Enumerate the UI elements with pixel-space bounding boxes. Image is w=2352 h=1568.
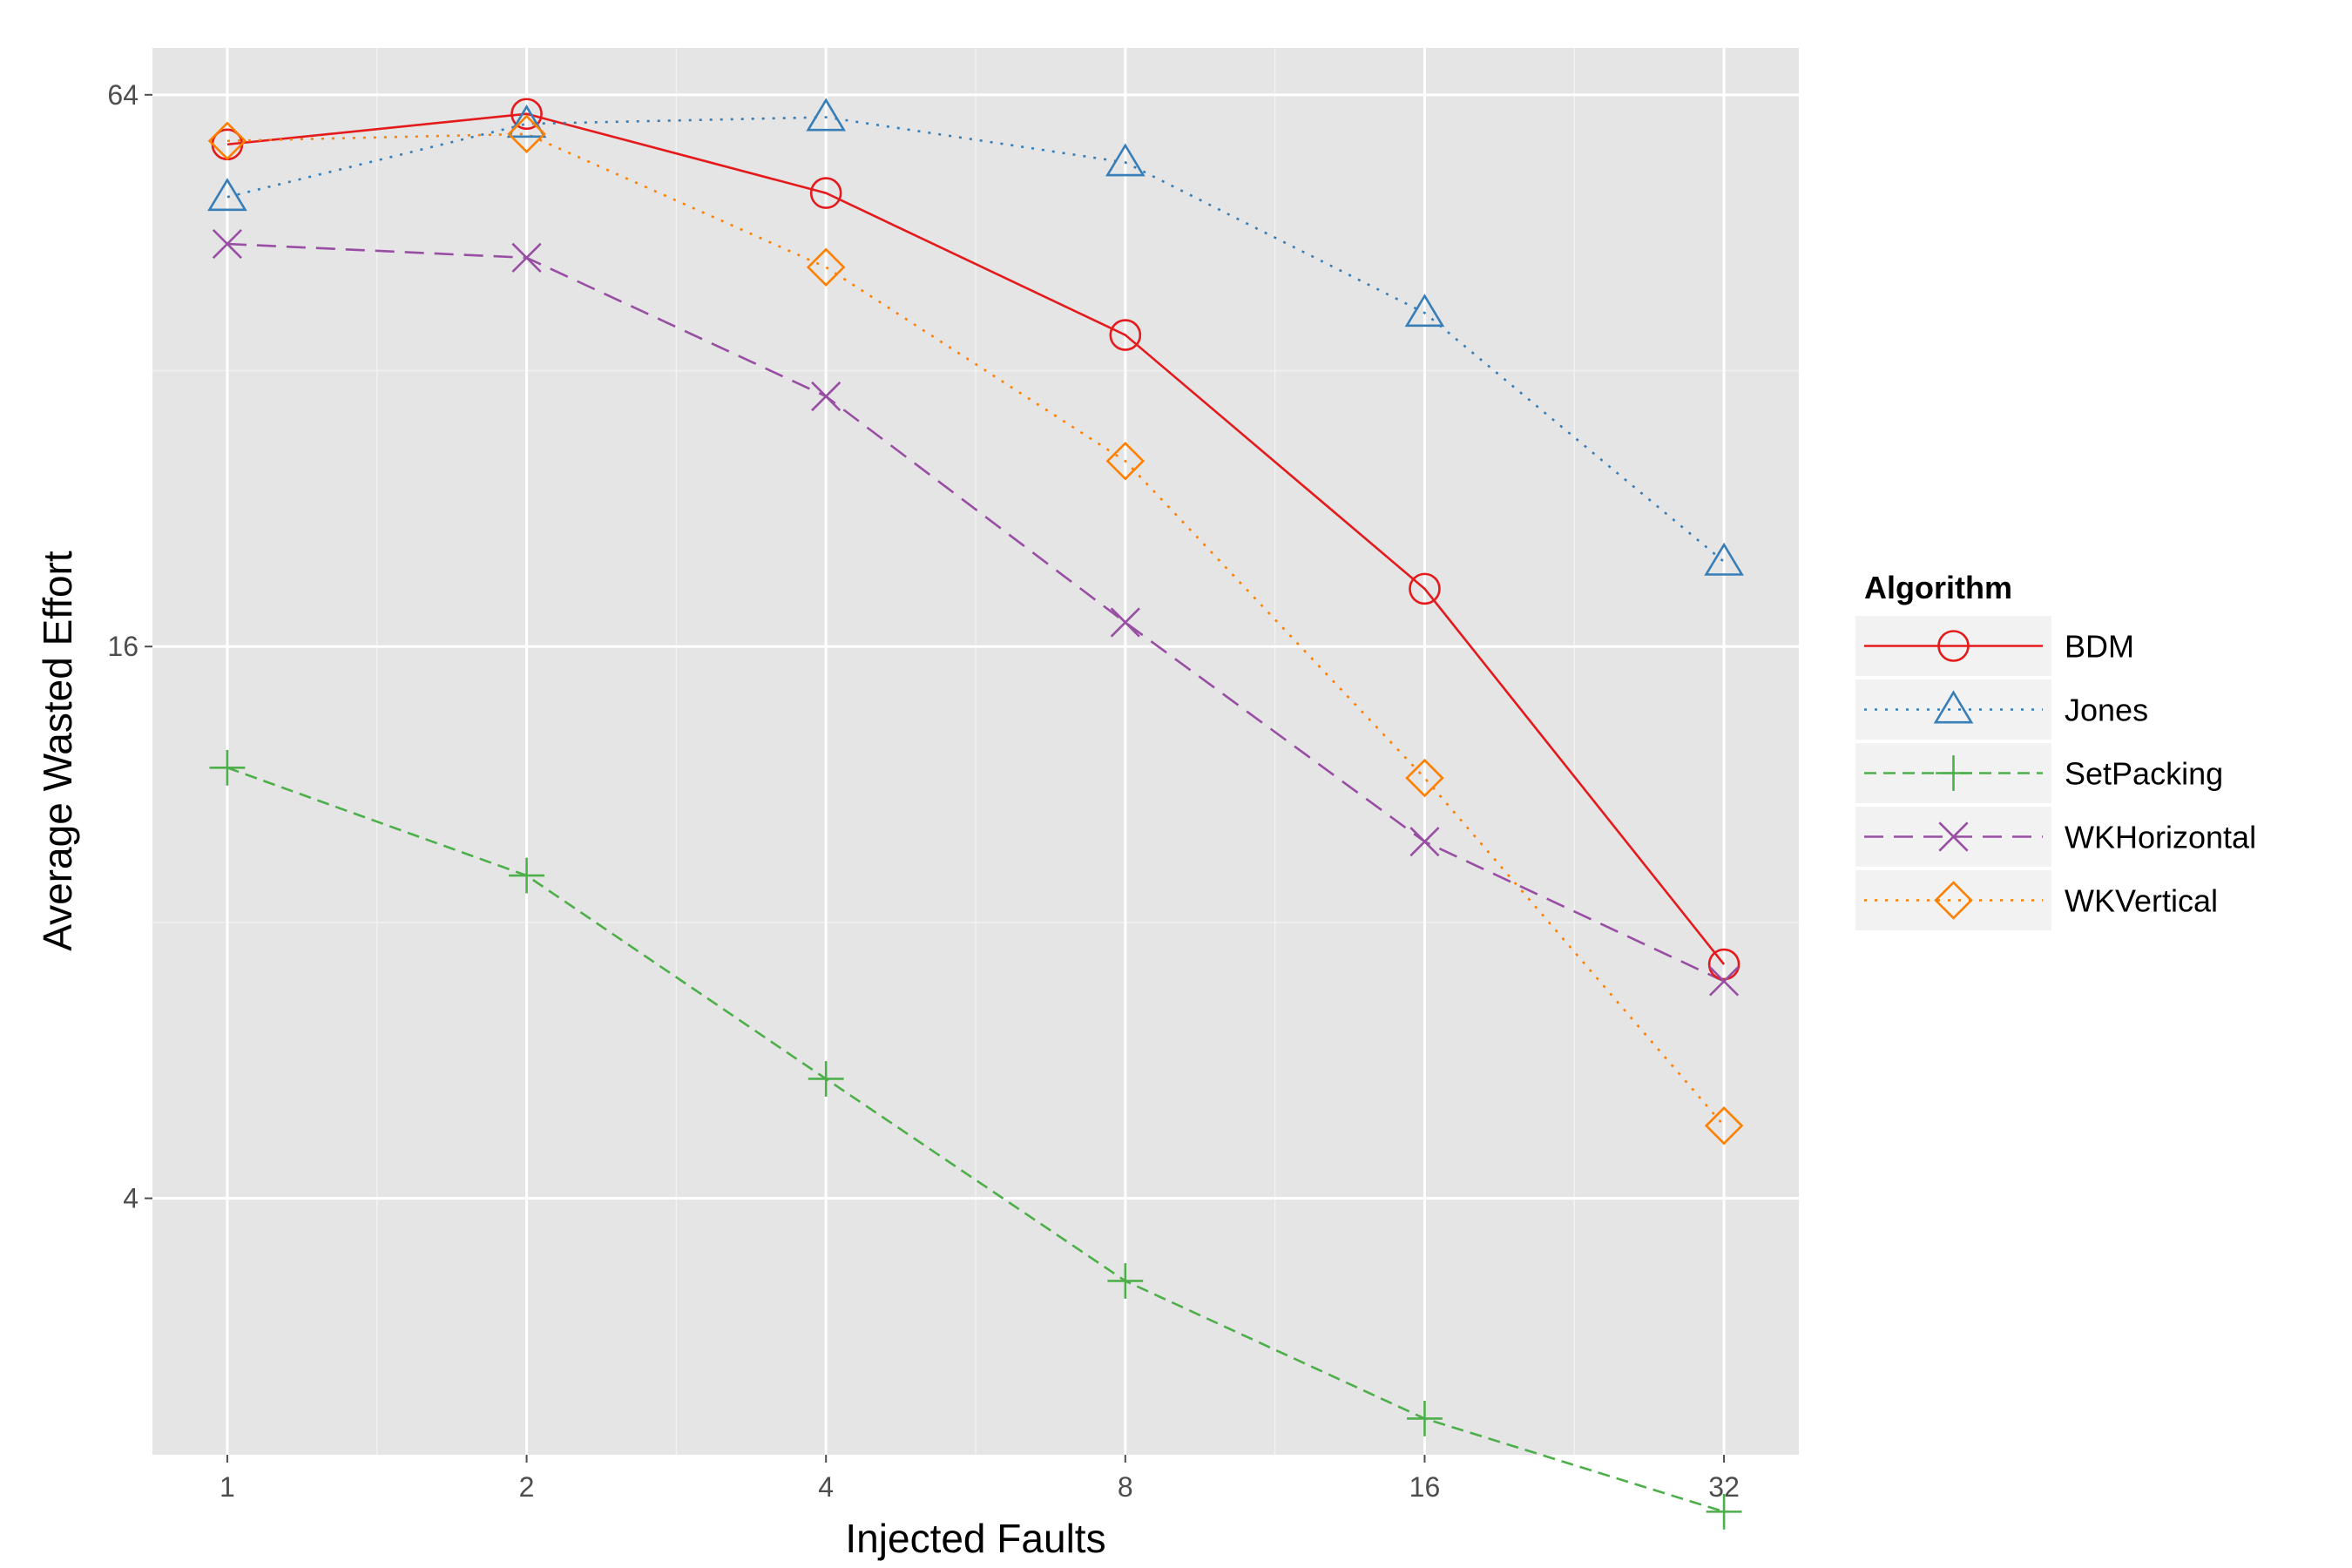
- marker-triangle: [506, 105, 547, 139]
- x-tick-label: 1: [220, 1471, 235, 1503]
- legend-items: BDM Jones SetPacking WKHorizontal WKVertical: [1855, 616, 2256, 930]
- marker-diamond: [1934, 881, 1973, 920]
- marker-cross: [1709, 966, 1740, 997]
- marker-cross: [511, 242, 542, 273]
- marker-diamond: [1704, 1106, 1744, 1146]
- marker-cross: [811, 381, 841, 412]
- marker-cross: [212, 228, 242, 260]
- marker-circle: [510, 98, 543, 131]
- marker-plus: [1407, 1401, 1443, 1436]
- legend-label-wkhorizontal: WKHorizontal: [2065, 820, 2256, 855]
- marker-triangle: [207, 178, 247, 212]
- y-tick-label: 64: [107, 79, 139, 111]
- marker-plus: [509, 857, 544, 894]
- grid-minor: [152, 48, 1799, 1455]
- x-tick-label: 16: [1409, 1471, 1441, 1503]
- marker-circle: [1409, 572, 1441, 605]
- marker-triangle: [1704, 542, 1744, 576]
- marker-triangle: [1404, 294, 1445, 328]
- series-markers: [207, 98, 1744, 1530]
- marker-diamond: [507, 114, 546, 154]
- marker-cross: [1110, 607, 1140, 638]
- x-tick-label: 2: [519, 1471, 535, 1503]
- marker-plus: [808, 1061, 844, 1097]
- legend-title: Algorithm: [1864, 570, 2012, 605]
- x-tick-label: 8: [1118, 1471, 1133, 1503]
- marker-circle: [809, 177, 842, 209]
- marker-diamond: [1405, 758, 1444, 798]
- series-line-wkvertical: [226, 132, 1726, 1127]
- legend: Algorithm BDM Jones SetPacking WKHorizontal…: [1855, 570, 2256, 930]
- x-axis-ticks: 1 2 4 8 16 32: [220, 1455, 1740, 1503]
- series-line-setpacking: [226, 767, 1725, 1513]
- x-axis-title: Injected Faults: [845, 1516, 1105, 1561]
- legend-label-wkvertical: WKVertical: [2065, 883, 2218, 919]
- legend-key-background: [1855, 870, 2051, 930]
- marker-plus: [1706, 1493, 1742, 1530]
- y-axis-title: Average Wasted Effort: [35, 551, 80, 951]
- marker-diamond: [207, 121, 247, 160]
- legend-label-setpacking: SetPacking: [2065, 756, 2223, 792]
- marker-triangle: [1933, 690, 1974, 724]
- marker-diamond: [1105, 442, 1146, 481]
- legend-key-background: [1855, 679, 2051, 740]
- legend-label-bdm: BDM: [2065, 629, 2134, 665]
- marker-cross: [1409, 827, 1440, 857]
- marker-plus: [1936, 755, 1971, 791]
- y-tick-label: 16: [107, 631, 139, 662]
- series-line-wkhorizontal: [226, 242, 1725, 983]
- marker-plus: [209, 749, 246, 786]
- marker-triangle: [1105, 143, 1146, 177]
- marker-triangle: [806, 98, 847, 132]
- marker-cross: [1938, 821, 1969, 852]
- y-axis-ticks: 4 16 64: [107, 79, 152, 1214]
- y-tick-label: 4: [123, 1183, 139, 1214]
- marker-diamond: [806, 247, 846, 287]
- marker-circle: [1109, 319, 1142, 351]
- marker-circle: [1937, 630, 1970, 662]
- marker-circle: [1707, 948, 1740, 981]
- series-line-bdm: [226, 112, 1726, 965]
- marker-plus: [1107, 1263, 1144, 1299]
- legend-label-jones: Jones: [2065, 693, 2148, 728]
- x-tick-label: 4: [818, 1471, 834, 1503]
- series-lines: [226, 112, 1726, 1513]
